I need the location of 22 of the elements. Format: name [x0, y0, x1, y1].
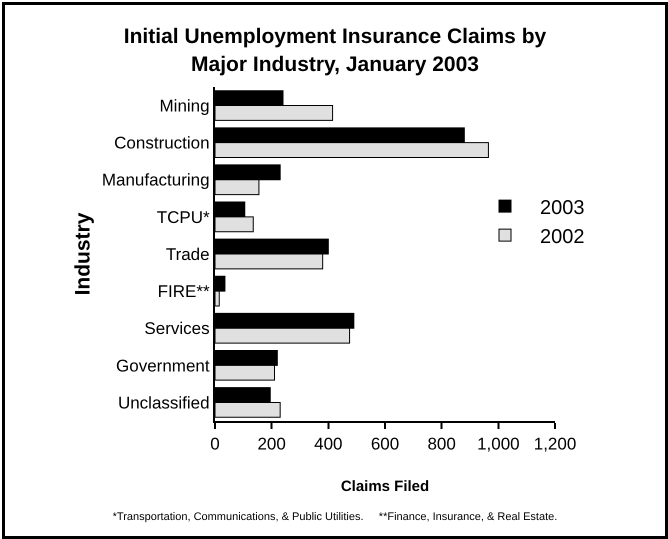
- x-tick-label: 800: [427, 434, 456, 454]
- y-tick-label: TCPU*: [156, 208, 210, 227]
- y-tick-label: Trade: [166, 244, 210, 264]
- y-tick-label: Construction: [114, 134, 210, 153]
- x-tick-label: 200: [257, 434, 286, 454]
- x-tick-label: 1,000: [477, 434, 520, 454]
- y-tick-label: Unclassified: [118, 393, 210, 412]
- y-tick-label: Mining: [160, 96, 210, 116]
- x-tick-label: 600: [370, 434, 400, 454]
- y-tick-label: FIRE**: [158, 282, 210, 302]
- y-tick-label: Services: [144, 319, 210, 338]
- text: *Transportation, Communications, & Public Utilities. **Finance, Insurance, & Real Estate.: [112, 511, 558, 523]
- x-axis-title: Claims Filed: [340, 478, 430, 495]
- y-axis-title: Industry: [72, 212, 95, 296]
- chart-title: Initial Unemployment Insurance Claims by Major Industry, January 2003: [122, 24, 548, 78]
- x-tick-label: 400: [314, 434, 343, 454]
- x-tick-label: 1,200: [534, 434, 576, 454]
- x-tick-label: 0: [210, 434, 220, 454]
- y-tick-label: Government: [116, 356, 210, 376]
- legend-label: 2002: [540, 226, 584, 248]
- y-tick-label: Manufacturing: [102, 170, 210, 190]
- legend-label: 2003: [540, 196, 584, 219]
